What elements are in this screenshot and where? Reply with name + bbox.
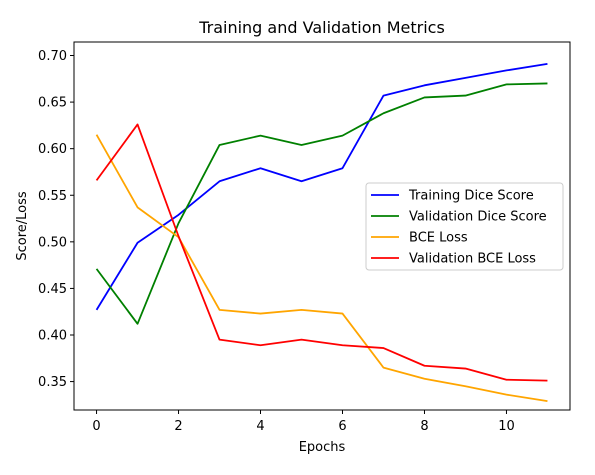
x-tick-label: 6 <box>338 419 346 434</box>
series-line-3 <box>95 134 548 403</box>
y-tick-label: 0.65 <box>38 96 67 111</box>
legend-label: Validation Dice Score <box>409 210 547 225</box>
chart-title: Training and Validation Metrics <box>198 18 445 37</box>
legend-label: Validation BCE Loss <box>409 252 536 267</box>
legend-label: Training Dice Score <box>408 189 534 204</box>
y-axis-label: Score/Loss <box>15 191 30 261</box>
x-tick-label: 8 <box>420 419 428 434</box>
y-tick-label: 0.60 <box>38 142 67 157</box>
series-line-4 <box>95 123 548 382</box>
legend-box <box>365 182 564 271</box>
series-line-2 <box>95 82 548 325</box>
x-tick-label: 2 <box>174 419 182 434</box>
plot-frame <box>73 41 571 411</box>
legend-label: BCE Loss <box>409 231 468 246</box>
y-tick-label: 0.70 <box>38 49 67 64</box>
y-tick-label: 0.50 <box>38 235 67 250</box>
x-axis-label: Epochs <box>299 440 346 455</box>
y-tick-label: 0.55 <box>38 189 67 204</box>
plot-area: 0 2 4 6 8 10 0.35 0.40 0.45 0.50 0.55 0.60 0.65 0.70 <box>38 41 571 434</box>
x-tick-label: 0 <box>92 419 100 434</box>
x-tick-label: 4 <box>256 419 264 434</box>
y-tick-label: 0.35 <box>38 375 67 390</box>
x-tick-label: 10 <box>498 419 515 434</box>
y-tick-label: 0.40 <box>38 329 67 344</box>
y-tick-label: 0.45 <box>38 282 67 297</box>
legend: Training Dice Score Validation Dice Score… <box>365 182 564 271</box>
